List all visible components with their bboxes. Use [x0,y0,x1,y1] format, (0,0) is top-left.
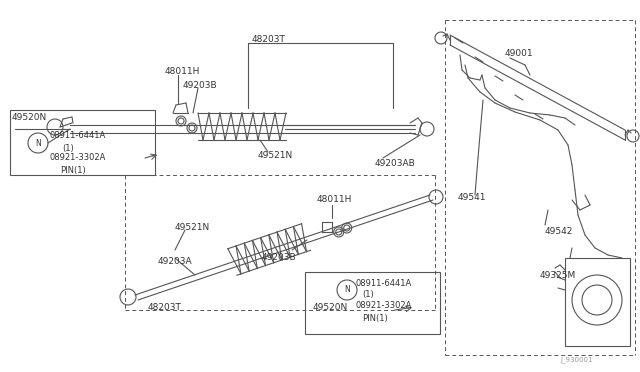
Text: N: N [344,285,350,295]
Text: PIN(1): PIN(1) [362,314,388,323]
Bar [305,272,440,334]
Bar [565,258,630,346]
Text: 49521N: 49521N [258,151,293,160]
Text: (1): (1) [362,291,374,299]
Bar [10,110,155,175]
Text: (1): (1) [62,144,74,153]
Text: 48203T: 48203T [148,304,182,312]
Text: 08921-3302A: 08921-3302A [355,301,412,310]
Text: 49325M: 49325M [540,272,576,280]
Text: 49001: 49001 [505,49,534,58]
Text: 49203B: 49203B [183,80,218,90]
Text: 49542: 49542 [545,228,573,237]
Text: 49541: 49541 [458,193,486,202]
Text: 08921-3302A: 08921-3302A [50,154,106,163]
Text: 49520N: 49520N [313,304,348,312]
Text: 48011H: 48011H [317,196,352,205]
Text: 49203A: 49203A [158,257,193,266]
Text: J_930001: J_930001 [560,357,593,363]
Text: 49521N: 49521N [175,224,211,232]
Text: 49520N: 49520N [12,112,47,122]
Text: 49203B: 49203B [262,253,296,262]
Text: 08911-6441A: 08911-6441A [355,279,412,288]
Text: PIN(1): PIN(1) [60,166,86,174]
Text: 08911-6441A: 08911-6441A [50,131,106,140]
Text: 49203AB: 49203AB [375,158,416,167]
Text: 48203T: 48203T [252,35,286,45]
Text: 48011H: 48011H [165,67,200,77]
Text: N: N [35,138,41,148]
